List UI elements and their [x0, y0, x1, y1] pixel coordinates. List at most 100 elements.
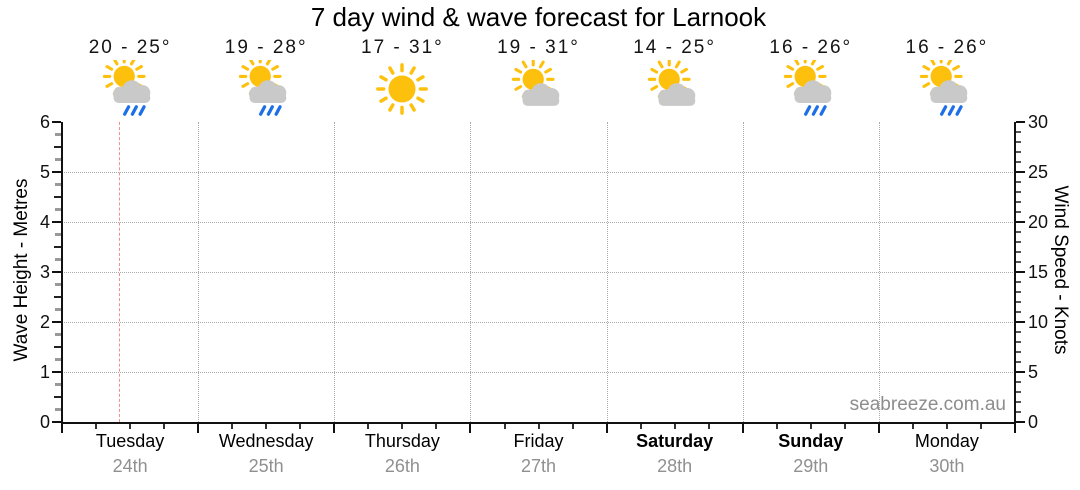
temp-range-label: 19 - 28°	[224, 37, 308, 58]
day-name-label: Saturday	[636, 431, 714, 451]
weather-icon-holder	[101, 55, 159, 118]
bottom-major-tick	[197, 424, 200, 433]
day-name-label: Thursday	[364, 431, 440, 451]
right-tick-label: 15	[1028, 262, 1049, 282]
right-minor-tick	[1016, 331, 1021, 333]
sun-cloud-rain-icon	[783, 55, 832, 116]
bottom-minor-tick	[775, 424, 778, 429]
left-tick-label: 1	[39, 362, 50, 382]
sun-cloud-rain-icon	[239, 55, 287, 116]
sun-cloud-icon	[511, 57, 559, 106]
day-date-label: 29th	[793, 456, 829, 476]
h-gridline	[62, 372, 1015, 373]
v-gridline	[742, 122, 744, 422]
left-tick-label: 3	[39, 262, 50, 282]
right-minor-tick	[1016, 211, 1021, 213]
weather-icon-holder	[646, 57, 704, 118]
bottom-minor-tick	[980, 424, 982, 429]
right-tick-label: 30	[1028, 112, 1049, 132]
right-tick-label: 0	[1028, 412, 1039, 432]
bottom-minor-tick	[673, 424, 676, 429]
left-half-tick	[54, 396, 61, 398]
day-date-label: 24th	[112, 456, 148, 476]
right-major-tick	[1016, 271, 1025, 273]
current-time-marker	[119, 122, 121, 422]
right-tick-label: 25	[1028, 162, 1049, 182]
day-date-label: 27th	[520, 456, 557, 476]
left-quarter-tick	[55, 283, 61, 286]
left-quarter-tick	[55, 158, 61, 161]
right-minor-tick	[1016, 351, 1021, 353]
h-gridline	[62, 222, 1015, 223]
left-quarter-tick	[55, 133, 61, 136]
left-quarter-tick	[55, 233, 61, 236]
day-date-label: 25th	[248, 456, 284, 476]
watermark: seabreeze.com.au	[849, 394, 1006, 415]
bottom-minor-tick	[571, 424, 574, 429]
bottom-minor-tick	[435, 424, 438, 429]
left-quarter-tick	[55, 333, 61, 336]
bottom-minor-tick	[537, 424, 540, 429]
v-gridline	[334, 122, 336, 422]
weather-icon-holder	[918, 55, 976, 118]
bottom-minor-tick	[639, 424, 642, 429]
right-axis-title: Wind Speed - Knots	[1050, 185, 1071, 355]
left-quarter-tick	[55, 183, 61, 186]
weather-icon-holder	[510, 57, 568, 118]
left-quarter-tick	[55, 383, 61, 386]
left-major-tick	[52, 221, 61, 223]
left-tick-label: 4	[39, 212, 50, 232]
left-quarter-tick	[55, 358, 61, 361]
bottom-major-tick	[741, 424, 744, 433]
sunny-icon	[376, 63, 429, 115]
bottom-major-tick	[605, 424, 608, 433]
bottom-minor-tick	[401, 424, 404, 429]
bottom-minor-tick	[843, 424, 846, 429]
bottom-minor-tick	[503, 424, 506, 429]
left-half-tick	[54, 246, 61, 248]
v-gridline	[606, 122, 608, 422]
left-quarter-tick	[55, 408, 61, 411]
right-tick-label: 20	[1028, 212, 1049, 232]
v-gridline	[878, 122, 880, 422]
right-tick-label: 5	[1028, 362, 1039, 382]
day-name-label: Wednesday	[218, 431, 314, 451]
v-gridline	[470, 122, 472, 422]
bottom-minor-tick	[945, 424, 948, 429]
bottom-major-tick	[333, 424, 336, 433]
left-axis-title: Wave Height - Metres	[11, 178, 32, 362]
right-minor-tick	[1016, 181, 1021, 183]
left-major-tick	[52, 421, 61, 423]
right-minor-tick	[1016, 161, 1021, 163]
h-gridline	[62, 172, 1015, 173]
bottom-major-tick	[1014, 424, 1016, 433]
day-name-label: Friday	[513, 431, 564, 451]
bottom-minor-tick	[367, 424, 370, 429]
right-axis-line	[1014, 122, 1016, 424]
bottom-axis-line	[61, 422, 1016, 424]
bottom-minor-tick	[129, 424, 132, 429]
temp-range-label: 16 - 26°	[905, 37, 989, 58]
bottom-minor-tick	[809, 424, 812, 429]
temp-range-label: 14 - 25°	[633, 37, 716, 58]
left-half-tick	[54, 146, 61, 148]
right-minor-tick	[1016, 251, 1021, 253]
right-minor-tick	[1016, 301, 1021, 303]
left-tick-label: 0	[39, 412, 50, 432]
right-minor-tick	[1016, 191, 1021, 193]
right-major-tick	[1016, 221, 1025, 223]
left-major-tick	[52, 271, 61, 273]
right-minor-tick	[1016, 141, 1021, 143]
right-major-tick	[1016, 421, 1025, 423]
left-quarter-tick	[55, 258, 61, 261]
left-tick-label: 2	[39, 312, 50, 332]
left-tick-label: 5	[39, 162, 50, 182]
temp-range-label: 16 - 26°	[769, 37, 853, 58]
left-major-tick	[52, 171, 61, 173]
left-major-tick	[52, 121, 61, 123]
right-minor-tick	[1016, 381, 1021, 383]
left-axis-line	[61, 122, 63, 424]
bottom-minor-tick	[95, 424, 97, 429]
right-minor-tick	[1016, 231, 1021, 233]
